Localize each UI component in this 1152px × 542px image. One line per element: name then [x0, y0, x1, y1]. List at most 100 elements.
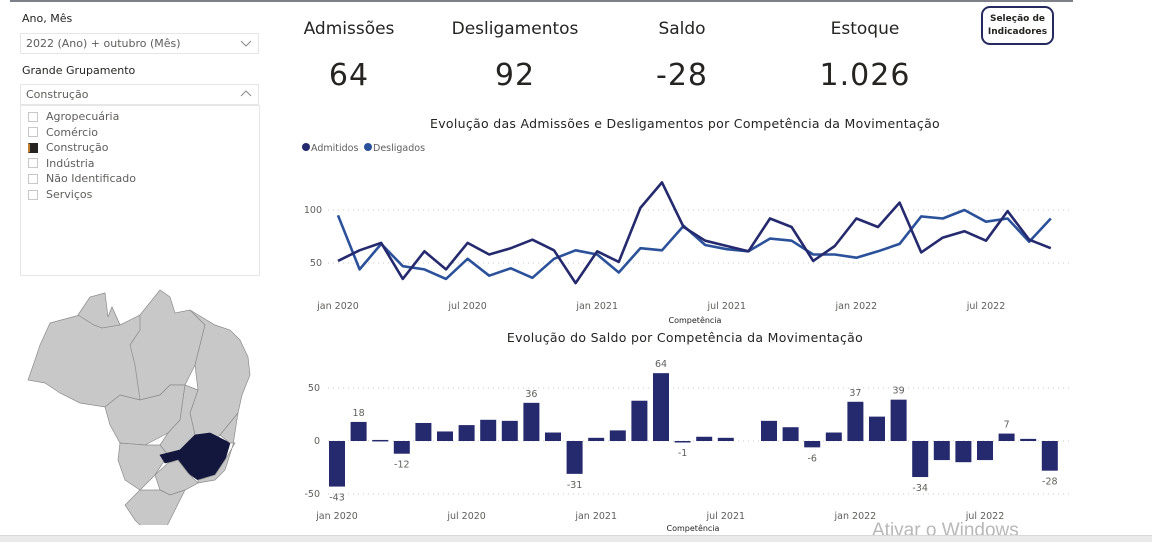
indicator-selection-button[interactable]: Seleção de Indicadores [981, 6, 1054, 45]
bar[interactable] [869, 416, 885, 441]
kpi-admissoes-label: Admissões [303, 19, 395, 39]
bar[interactable] [523, 402, 540, 441]
bar[interactable] [977, 441, 993, 461]
bar[interactable] [674, 441, 691, 443]
x-tick-label: jan 2022 [834, 511, 877, 522]
series-line-desligados[interactable] [336, 208, 1052, 281]
legend-label[interactable]: Admitidos [311, 143, 358, 154]
bar[interactable] [415, 422, 432, 441]
bar[interactable] [653, 373, 669, 441]
checkbox-checked[interactable] [28, 142, 38, 153]
bar-chart[interactable]: -50 0 50 -43 18 -12 36 -31 64 -1 -6 37 39 -34 7 -28 jan … [290, 345, 1080, 537]
bottom-scroll-bar [0, 535, 1152, 542]
data-label: -31 [567, 480, 583, 491]
group-option[interactable]: Comércio [28, 125, 98, 140]
bar[interactable] [933, 441, 950, 461]
y-tick-label: -50 [304, 489, 320, 500]
indicator-selection-line2: Indicadores [987, 27, 1048, 37]
group-option-label: Construção [46, 141, 109, 155]
bar[interactable] [393, 441, 410, 454]
group-options-list: Agropecuária Comércio Construção Indústria N… [20, 105, 260, 276]
checkbox-unchecked[interactable] [28, 111, 38, 122]
kpi-desligamentos-value: 92 [494, 58, 536, 93]
bar[interactable] [480, 419, 497, 441]
data-label: -1 [678, 448, 687, 459]
x-tick-label: jul 2022 [966, 301, 1006, 312]
group-option[interactable]: Serviços [28, 187, 92, 202]
legend-marker-desligados[interactable] [364, 143, 372, 151]
period-dropdown[interactable]: 2022 (Ano) + outubro (Mês) [20, 33, 259, 54]
x-tick-label: jan 2022 [835, 301, 878, 312]
data-label: 64 [655, 359, 667, 370]
group-option-label: Não Identificado [46, 172, 136, 186]
bar[interactable] [437, 431, 453, 441]
data-label: 37 [849, 388, 861, 399]
map-region-south[interactable] [124, 489, 186, 525]
map-region-para[interactable] [129, 289, 206, 401]
top-divider [10, 0, 1073, 2]
bar[interactable] [501, 420, 518, 441]
checkbox-unchecked[interactable] [28, 158, 38, 169]
x-axis-title: Competência [667, 523, 720, 533]
checkbox-unchecked[interactable] [28, 173, 38, 184]
data-label: -6 [807, 453, 816, 464]
data-label: 39 [893, 386, 905, 397]
bar[interactable] [825, 432, 842, 441]
bar[interactable] [717, 437, 734, 441]
bar[interactable] [372, 439, 389, 442]
group-slicer-title: Grande Grupamento [22, 64, 136, 77]
x-tick-label: jan 2020 [315, 511, 358, 522]
data-label: 18 [353, 408, 365, 419]
bar[interactable] [782, 427, 799, 441]
bar[interactable] [545, 432, 561, 441]
bar[interactable] [588, 437, 605, 441]
group-option[interactable]: Não Identificado [28, 171, 136, 186]
indicator-selection-line1: Seleção de [989, 14, 1046, 24]
period-slicer-title: Ano, Mês [22, 12, 73, 25]
legend-label[interactable]: Desligados [373, 143, 425, 154]
kpi-saldo-value: -28 [656, 58, 708, 93]
brazil-map[interactable] [20, 285, 280, 525]
bar[interactable] [955, 441, 972, 463]
bar[interactable] [890, 399, 907, 441]
map-region-southeast-coast[interactable] [197, 411, 239, 484]
kpi-estoque-value: 1.026 [819, 58, 911, 93]
bar[interactable] [631, 400, 648, 441]
bar[interactable] [1041, 441, 1058, 471]
y-tick-label: 0 [314, 436, 320, 447]
kpi-admissoes-value: 64 [328, 58, 370, 93]
bar[interactable] [804, 441, 821, 448]
bar[interactable] [566, 441, 583, 474]
bar[interactable] [1020, 438, 1037, 441]
x-tick-label: jan 2021 [575, 301, 618, 312]
bar[interactable] [847, 401, 864, 441]
group-option[interactable]: Indústria [28, 156, 95, 171]
group-option-label: Serviços [46, 188, 93, 201]
series-line-admitidos[interactable] [337, 181, 1052, 285]
data-label: -28 [1042, 477, 1058, 488]
bar[interactable] [458, 425, 475, 441]
bar[interactable] [609, 430, 626, 441]
data-label: 36 [525, 389, 537, 400]
group-dropdown[interactable]: Construção [20, 84, 259, 105]
line-chart[interactable]: Admitidos Desligados 50 100 jan 2020 jul 2020… [290, 135, 1080, 330]
bar[interactable] [998, 433, 1015, 441]
bar[interactable] [761, 420, 777, 441]
bar[interactable] [696, 436, 713, 441]
group-option[interactable]: Construção [28, 140, 108, 155]
legend-marker-admitidos[interactable] [302, 143, 310, 151]
data-label: 7 [1004, 420, 1010, 431]
chevron-down-icon [240, 40, 252, 47]
group-option[interactable]: Agropecuária [28, 109, 119, 124]
y-tick-label: 100 [304, 205, 322, 216]
x-tick-label: jul 2022 [965, 511, 1005, 522]
bar-chart-title: Evolução do Saldo por Competência da Mov… [506, 330, 864, 345]
checkbox-unchecked[interactable] [28, 189, 38, 200]
map-region-roraima[interactable] [77, 292, 121, 329]
bar[interactable] [912, 441, 929, 478]
bar[interactable] [350, 421, 367, 441]
y-tick-label: 50 [308, 383, 320, 394]
bar[interactable] [329, 441, 345, 487]
checkbox-unchecked[interactable] [28, 127, 38, 138]
x-tick-label: jul 2020 [447, 301, 487, 312]
